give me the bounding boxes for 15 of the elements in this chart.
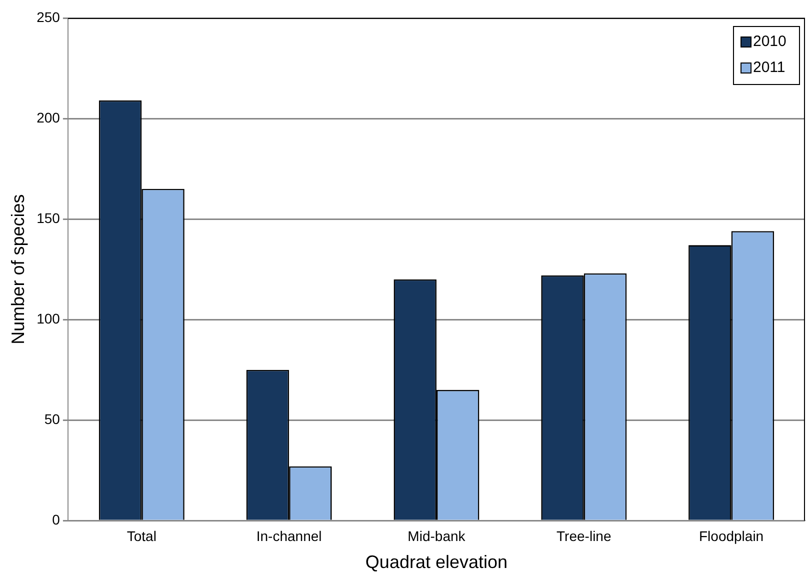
x-tick-label: In-channel	[256, 528, 322, 544]
x-tick-label: Floodplain	[698, 528, 764, 544]
x-axis-title: Quadrat elevation	[365, 552, 508, 572]
y-tick-label: 100	[36, 310, 60, 326]
y-tick-label: 200	[36, 109, 60, 126]
y-tick-label: 250	[36, 8, 60, 25]
legend-label: 2011	[753, 59, 786, 76]
x-tick-label: Tree-line	[556, 528, 612, 544]
y-tick-label: 50	[44, 410, 60, 427]
legend-label: 2010	[753, 33, 786, 50]
y-tick-label: 150	[36, 210, 60, 226]
y-tick-label: 0	[52, 511, 60, 528]
x-tick-label: Mid-bank	[408, 528, 466, 544]
y-axis-title: Number of species	[8, 194, 28, 344]
x-tick-label: Total	[126, 528, 156, 544]
